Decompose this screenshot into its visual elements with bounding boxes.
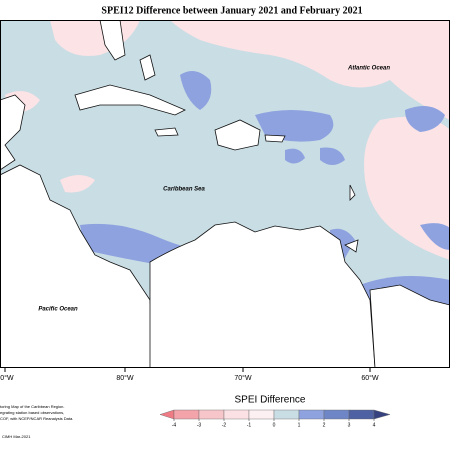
longitude-label: 70°W [234,374,252,382]
map [0,20,450,368]
longitude-label: 80°W [116,374,134,382]
legend-swatch [273,409,300,420]
legend-tick-label: 3 [348,422,351,428]
legend: -4 -3 -2 -1 0 1 2 3 4 [159,409,391,428]
footer-credit: CIMH Mar-2021 [2,434,31,439]
legend-swatch [173,409,200,420]
longitude-label: 90°W [0,374,14,382]
footer-note: COF, with NCEP/NCAR Reanalysis Data. [0,416,73,421]
legend-tick-label: 2 [323,422,326,428]
legend-swatch [248,409,275,420]
legend-end [159,409,175,420]
legend-swatch [298,409,325,420]
legend-tick-label: -3 [197,422,202,428]
land [0,20,450,368]
legend-swatch [323,409,350,420]
legend-swatch [348,409,375,420]
legend-tick-label: 1 [298,422,301,428]
legend-tick-label: -2 [222,422,227,428]
ocean-label: Atlantic Ocean [347,66,390,72]
footer-note: toring Map of the Caribbean Region. [0,404,64,409]
legend-tick-label: -1 [247,422,252,428]
legend-end [373,409,391,420]
legend-tick-label: -4 [172,422,177,428]
legend-tick-label: 0 [273,422,276,428]
longitude-labels: 90°W 80°W 70°W 60°W [0,368,379,382]
legend-title: SPEI Difference [235,395,306,406]
legend-tick-label: 4 [373,422,376,428]
footer-note: egrating station based observations, [0,410,64,415]
legend-swatch [198,409,225,420]
legend-swatch [223,409,250,420]
ocean-label: Pacific Ocean [38,307,78,313]
ocean-label: Caribbean Sea [163,187,205,193]
title: SPEI12 Difference between January 2021 a… [101,5,362,16]
longitude-label: 60°W [361,374,379,382]
